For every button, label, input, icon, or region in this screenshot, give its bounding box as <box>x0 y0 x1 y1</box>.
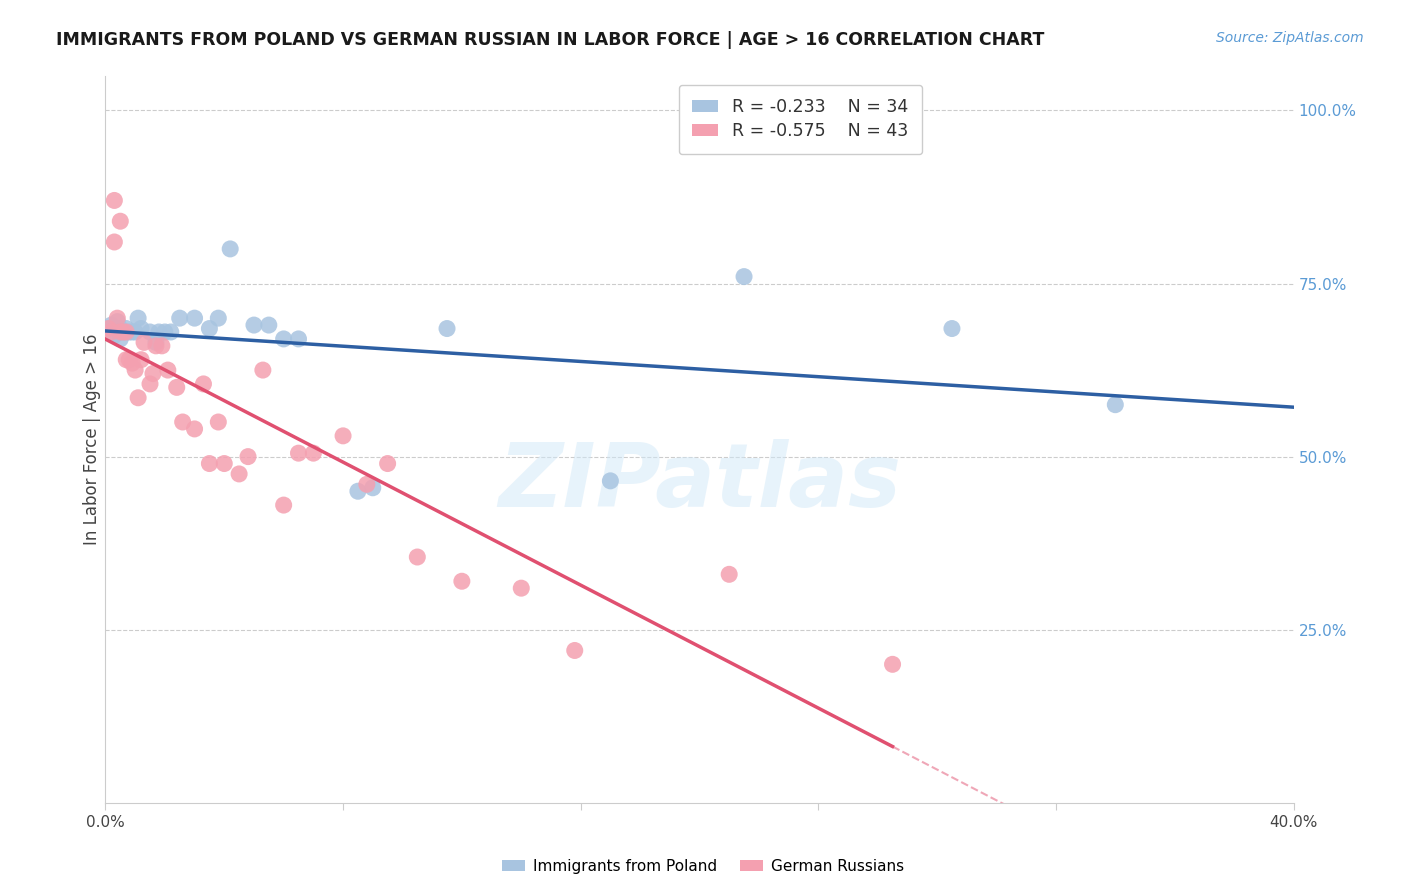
Point <box>118 325 141 339</box>
Point <box>112 325 135 339</box>
Point <box>243 318 266 332</box>
Point <box>124 325 146 339</box>
Point <box>361 481 384 495</box>
Text: IMMIGRANTS FROM POLAND VS GERMAN RUSSIAN IN LABOR FORCE | AGE > 16 CORRELATION C: IMMIGRANTS FROM POLAND VS GERMAN RUSSIAN… <box>56 31 1045 49</box>
Point <box>257 318 280 332</box>
Point <box>145 335 167 350</box>
Point <box>110 332 132 346</box>
Point <box>1104 398 1126 412</box>
Point <box>159 325 181 339</box>
Point <box>132 335 155 350</box>
Point <box>129 352 152 367</box>
Point <box>287 446 309 460</box>
Point <box>436 321 458 335</box>
Point <box>129 321 152 335</box>
Point <box>115 325 138 339</box>
Point <box>110 214 132 228</box>
Point <box>332 429 354 443</box>
Point <box>150 339 173 353</box>
Legend: R = -0.233    N = 34, R = -0.575    N = 43: R = -0.233 N = 34, R = -0.575 N = 43 <box>679 85 922 154</box>
Text: ZIPatlas: ZIPatlas <box>498 440 901 526</box>
Point <box>450 574 472 589</box>
Point <box>142 367 165 381</box>
Point <box>406 549 429 564</box>
Point <box>110 321 132 335</box>
Point <box>139 376 162 391</box>
Point <box>287 332 309 346</box>
Point <box>148 325 170 339</box>
Point <box>219 242 242 256</box>
Point <box>110 325 132 339</box>
Point <box>198 457 221 471</box>
Point <box>941 321 963 335</box>
Point <box>882 657 904 672</box>
Point <box>183 311 205 326</box>
Point <box>105 311 128 326</box>
Point <box>100 318 122 332</box>
Point <box>172 415 194 429</box>
Point <box>115 352 138 367</box>
Point <box>97 321 120 335</box>
Point <box>124 363 146 377</box>
Point <box>510 581 533 595</box>
Point <box>127 311 149 326</box>
Point <box>377 457 399 471</box>
Point <box>169 311 191 326</box>
Point <box>156 363 179 377</box>
Point <box>599 474 621 488</box>
Point <box>207 311 229 326</box>
Point <box>207 415 229 429</box>
Point <box>103 328 125 343</box>
Point <box>356 477 378 491</box>
Point <box>183 422 205 436</box>
Point <box>302 446 325 460</box>
Point <box>236 450 259 464</box>
Point <box>733 269 755 284</box>
Point <box>252 363 274 377</box>
Point <box>97 321 120 335</box>
Text: Source: ZipAtlas.com: Source: ZipAtlas.com <box>1216 31 1364 45</box>
Point <box>347 484 370 499</box>
Point <box>115 321 138 335</box>
Point <box>193 376 215 391</box>
Legend: Immigrants from Poland, German Russians: Immigrants from Poland, German Russians <box>496 853 910 880</box>
Point <box>127 391 149 405</box>
Point <box>103 194 125 208</box>
Point <box>105 315 128 329</box>
Point <box>139 325 162 339</box>
Point <box>718 567 741 582</box>
Point <box>118 352 141 367</box>
Point <box>214 457 236 471</box>
Point <box>564 643 586 657</box>
Point <box>103 235 125 249</box>
Point <box>228 467 250 481</box>
Point <box>121 356 143 370</box>
Point <box>166 380 188 394</box>
Y-axis label: In Labor Force | Age > 16: In Labor Force | Age > 16 <box>83 334 101 545</box>
Point <box>198 321 221 335</box>
Point <box>112 325 135 339</box>
Point <box>145 339 167 353</box>
Point <box>273 332 295 346</box>
Point <box>273 498 295 512</box>
Point <box>121 325 143 339</box>
Point <box>100 325 122 339</box>
Point <box>153 325 176 339</box>
